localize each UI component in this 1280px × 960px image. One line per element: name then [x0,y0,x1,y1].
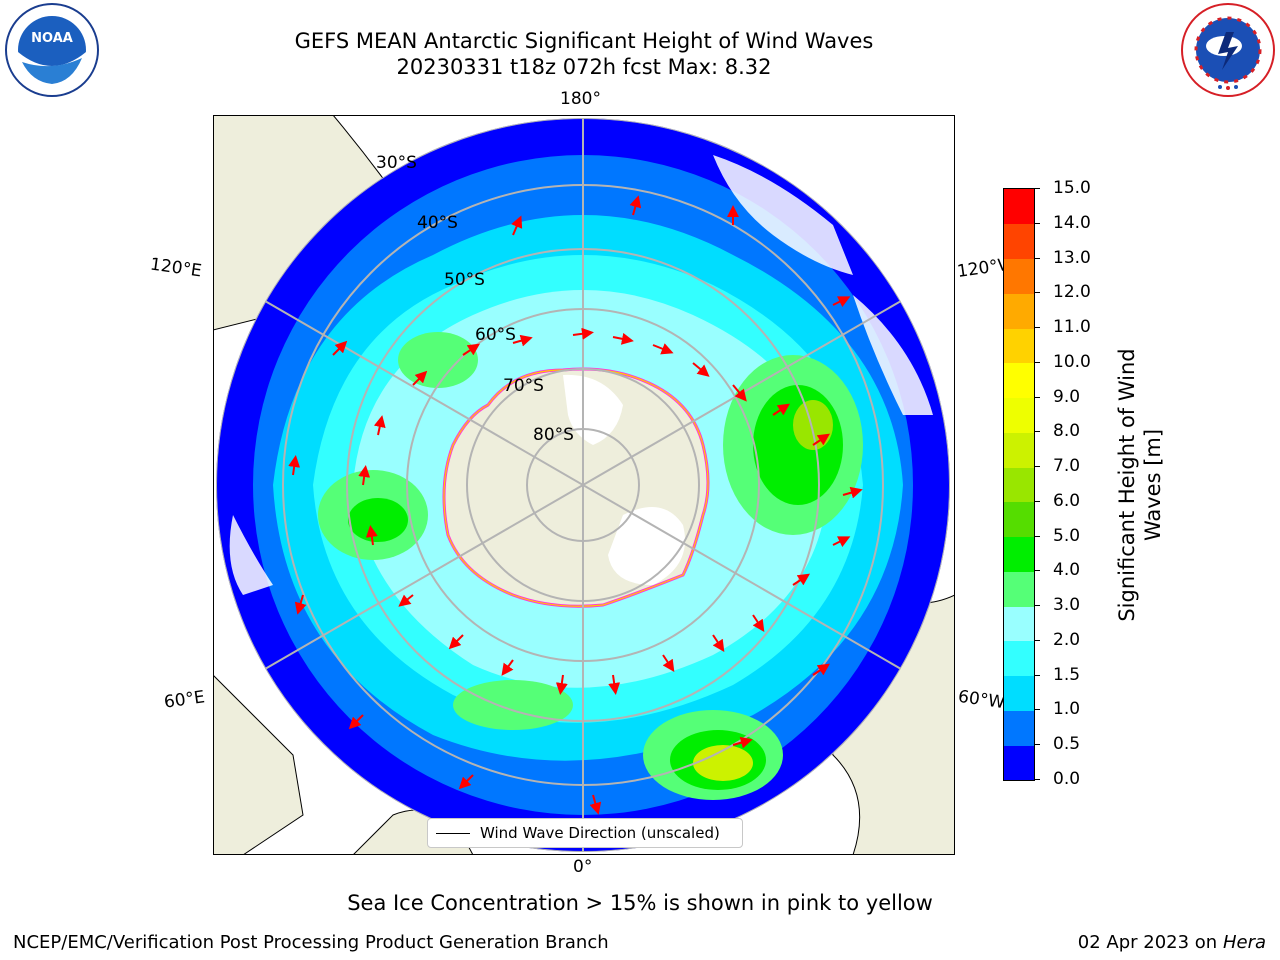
colorbar-tick-label: 15.0 [1053,178,1091,198]
colorbar-segment [1004,223,1034,259]
chart-title: GEFS MEAN Antarctic Significant Height o… [294,29,874,53]
colorbar-tick-label: 1.0 [1053,699,1081,720]
colorbar-tick-mark [1034,709,1040,711]
colorbar-tick-mark [1034,431,1040,433]
colorbar-tick-label: 14.0 [1053,212,1091,233]
meridian-label-120e: 120°E [148,254,203,282]
parallel-label-50s: 50°S [444,270,485,290]
map-legend: Wind Wave Direction (unscaled) [427,818,743,848]
colorbar-segment [1004,536,1034,572]
colorbar-label-line2: Waves [m] [1141,428,1165,542]
parallel-label-60s: 60°S [475,325,516,345]
parallel-label-80s: 80°S [533,425,574,445]
sea-ice-note: Sea Ice Concentration > 15% is shown in … [347,891,933,915]
colorbar-tick-label: 11.0 [1053,317,1091,338]
colorbar-segment [1004,189,1034,225]
colorbar-tick-mark [1034,292,1040,294]
nws-logo [1181,3,1275,97]
meridian-label-180: 180° [560,89,601,109]
colorbar-segment [1004,258,1034,294]
colorbar-tick-mark [1034,779,1040,780]
colorbar-tick-mark [1034,570,1040,572]
chart-subtitle: 20230331 t18z 072h fcst Max: 8.32 [396,55,772,79]
colorbar-segment [1004,328,1034,364]
colorbar-label: Significant Height of Wind Waves [m] [1114,348,1166,621]
colorbar-tick-label: 13.0 [1053,247,1091,268]
colorbar-tick-mark [1034,257,1040,259]
colorbar-tick-label: 3.0 [1053,595,1081,616]
colorbar-segment [1004,640,1034,677]
colorbar-tick-mark [1034,327,1040,329]
colorbar-segment [1004,745,1034,781]
colorbar-segment [1004,432,1034,468]
colorbar-segment [1004,675,1034,711]
colorbar-segment [1004,501,1034,538]
colorbar-tick-label: 9.0 [1053,386,1081,407]
colorbar-segment [1004,571,1034,607]
colorbar-tick-mark [1034,639,1040,641]
noaa-logo-text: NOAA [31,31,73,46]
footer-date: 02 Apr 2023 on Hera [1078,932,1266,953]
colorbar-tick-label: 1.5 [1053,664,1081,685]
colorbar-segment [1004,362,1034,399]
colorbar-tick-label: 0.5 [1053,734,1081,755]
colorbar-tick-mark [1034,744,1040,746]
colorbar-tick-label: 8.0 [1053,421,1081,442]
colorbar-tick-mark [1034,188,1040,189]
meridian-label-60e: 60°E [162,687,207,713]
colorbar-segment [1004,606,1034,642]
colorbar-tick-mark [1034,674,1040,676]
noaa-logo: NOAA [5,3,99,97]
legend-line-sample [436,832,470,834]
wind-wave-arrows [288,195,863,815]
antarctica [442,367,710,608]
colorbar-segment [1004,710,1034,746]
colorbar [1003,188,1035,781]
graticule [216,118,950,852]
colorbar-tick-mark [1034,466,1040,468]
footer-credit: NCEP/EMC/Verification Post Processing Pr… [13,932,609,953]
colorbar-segment [1004,397,1034,433]
polar-map [213,115,955,855]
colorbar-tick-mark [1034,396,1040,398]
parallel-label-30s: 30°S [376,153,417,173]
colorbar-tick-mark [1034,605,1040,607]
colorbar-tick-mark [1034,535,1040,537]
legend-label: Wind Wave Direction (unscaled) [480,824,720,842]
colorbar-tick-label: 7.0 [1053,456,1081,477]
colorbar-label-line1: Significant Height of Wind [1115,348,1139,622]
colorbar-segment [1004,293,1034,329]
footer-machine: Hera [1222,932,1266,953]
colorbar-tick-label: 5.0 [1053,525,1081,546]
colorbar-tick-mark [1034,222,1040,224]
meridian-label-60w: 60°W [956,686,1007,714]
colorbar-tick-label: 4.0 [1053,560,1081,581]
colorbar-tick-label: 6.0 [1053,490,1081,511]
parallel-label-40s: 40°S [417,213,458,233]
colorbar-tick-label: 12.0 [1053,282,1091,303]
meridian-label-0: 0° [573,857,593,877]
colorbar-tick-label: 2.0 [1053,629,1081,650]
colorbar-tick-mark [1034,500,1040,502]
parallel-label-70s: 70°S [503,376,544,396]
footer-date-text: 02 Apr 2023 on [1077,932,1223,953]
colorbar-segment [1004,467,1034,503]
colorbar-tick-mark [1034,361,1040,363]
colorbar-tick-label: 10.0 [1053,351,1091,372]
colorbar-tick-label: 0.0 [1053,769,1081,789]
